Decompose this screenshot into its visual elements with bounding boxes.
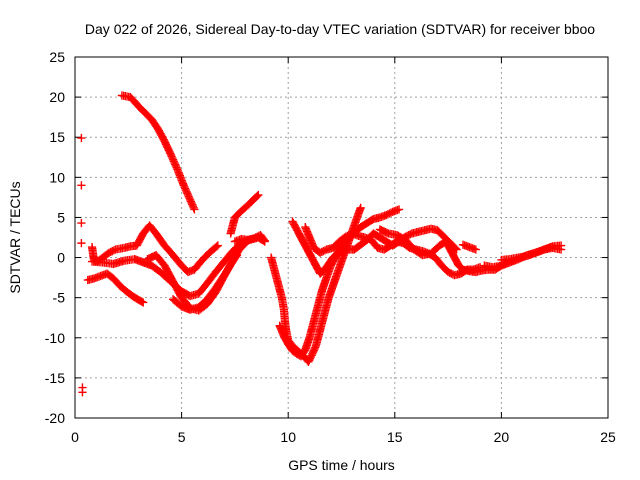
y-tick-label: 20	[49, 89, 65, 105]
data-point	[77, 218, 86, 228]
data-point	[356, 203, 365, 212]
data-point	[77, 181, 86, 190]
y-axis-label: SDTVAR / TECUs	[7, 181, 23, 293]
y-tick-label: 10	[49, 169, 65, 185]
data-point	[78, 388, 87, 397]
data-point	[471, 245, 480, 254]
data-point	[213, 241, 222, 250]
data-point	[394, 205, 404, 214]
x-axis-label: GPS time / hours	[288, 457, 395, 473]
x-tick-label: 10	[280, 429, 296, 445]
data-point	[139, 298, 148, 307]
data-point	[556, 245, 566, 254]
plot-frame	[74, 56, 609, 419]
data-point	[163, 144, 173, 153]
data-point	[163, 143, 172, 152]
chart-title: Day 022 of 2026, Sidereal Day-to-day VTE…	[85, 21, 595, 37]
y-tick-label: -5	[53, 290, 66, 306]
data-point	[164, 146, 173, 155]
x-tick-label: 15	[387, 429, 403, 445]
data-point	[161, 140, 171, 149]
data-point	[190, 205, 199, 214]
data-point	[452, 245, 461, 254]
data-point	[77, 133, 86, 143]
x-tick-labels: 0 5 10 15 20 25	[71, 429, 616, 445]
data-point	[165, 147, 174, 156]
data-point	[159, 135, 168, 144]
data-point	[254, 190, 263, 200]
x-tick-label: 5	[178, 429, 186, 445]
data-point	[260, 236, 269, 245]
y-tick-label: 15	[49, 129, 65, 145]
data-point	[253, 191, 262, 201]
data-point	[166, 149, 175, 158]
data-point	[335, 247, 345, 257]
data-point	[212, 242, 221, 251]
x-tick-label: 25	[600, 429, 616, 445]
y-tick-labels: -20 -15 -10 -5 0 5 10 15 20 25	[45, 49, 65, 426]
data-point	[160, 137, 169, 146]
y-tick-label: -15	[45, 370, 65, 386]
x-tick-label: 20	[494, 429, 510, 445]
data-point	[137, 297, 146, 306]
data-point	[161, 138, 170, 147]
data-point	[77, 239, 86, 248]
y-tick-label: -20	[45, 410, 65, 426]
data-points	[77, 91, 566, 397]
y-tick-label: 0	[57, 250, 65, 266]
x-tick-label: 0	[71, 429, 79, 445]
data-point	[162, 141, 171, 150]
data-point	[259, 235, 268, 244]
y-tick-label: 5	[57, 209, 65, 225]
y-tick-label: -10	[45, 330, 65, 346]
y-tick-label: 25	[49, 49, 65, 65]
